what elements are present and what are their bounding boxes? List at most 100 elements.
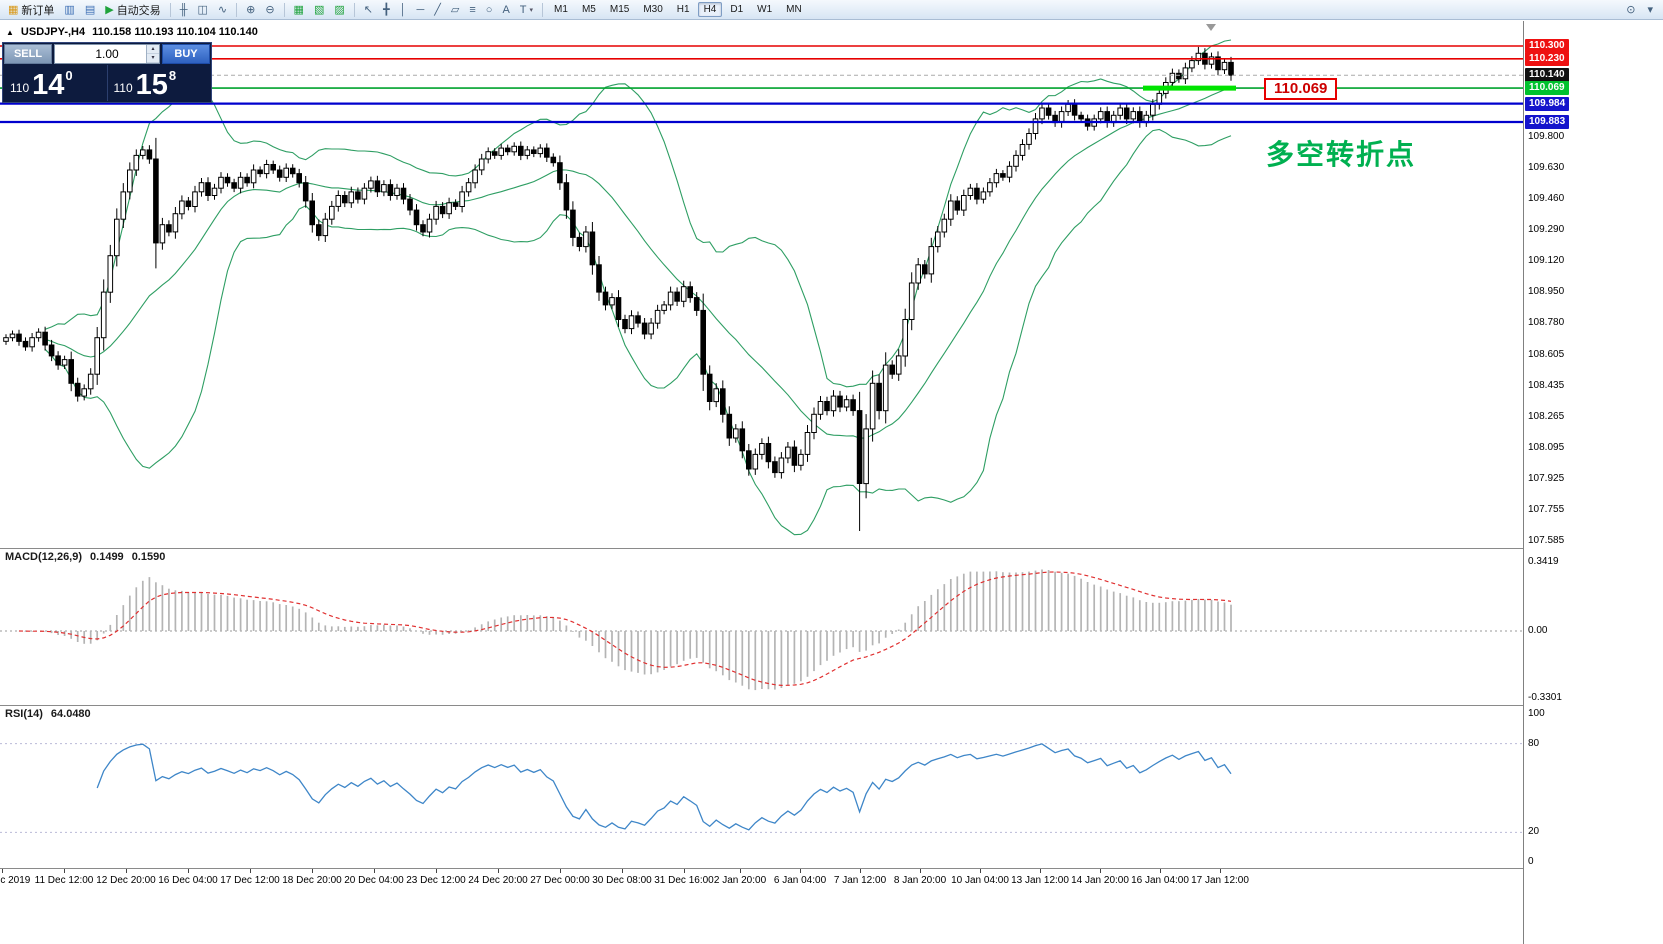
- price-axis-tick: 107.925: [1528, 473, 1565, 484]
- time-axis-label: 20 Dec 04:00: [344, 875, 404, 886]
- rsi-axis-tick: 0: [1528, 856, 1534, 867]
- macd-axis-tick: -0.3301: [1528, 692, 1562, 703]
- quick-search-icon: ⊙: [1626, 3, 1636, 16]
- volume-input[interactable]: 1.00 ▴ ▾: [54, 44, 160, 64]
- autotrading-button[interactable]: ▶ 自动交易: [100, 0, 165, 20]
- time-axis-tick: [1220, 869, 1221, 873]
- price-axis[interactable]: 109.800 109.630 109.460 109.290 109.120 108.9…: [1523, 21, 1663, 944]
- toolbar: ▦ 新订单 ▥ ▤ ▶ 自动交易 ╫ ◫ ∿ ⊕ ⊖ ▦ ▧ ▨ ↖ ╋ │ ─ ╱ ▱ ≡ ○ A T ▾ M1 M5 M15 M30…: [0, 0, 1663, 20]
- macd-indicator-pane[interactable]: [0, 549, 1523, 705]
- toolbar-separator: [236, 2, 238, 17]
- line-chart-type-icon: ∿: [217, 3, 228, 16]
- shapes-tool-icon[interactable]: ○: [481, 2, 498, 18]
- macd-value-main: 0.1499: [90, 551, 124, 563]
- rsi-indicator-pane[interactable]: [0, 706, 1523, 868]
- time-axis-label: 27 Dec 00:00: [530, 875, 590, 886]
- timeframe-mn-button[interactable]: MN: [786, 4, 802, 15]
- bar-chart-type-icon[interactable]: ╫: [175, 2, 193, 18]
- timeframe-h1-button[interactable]: H1: [676, 4, 690, 15]
- volume-down-icon[interactable]: ▾: [147, 54, 159, 63]
- toolbar-separator: [169, 2, 171, 17]
- market-watch-icon[interactable]: ▤: [80, 2, 100, 18]
- crosshair-tool-icon: ╋: [382, 3, 390, 16]
- time-axis-tick: [2, 869, 3, 873]
- toolbar-separator: [283, 2, 285, 17]
- zoom-out-icon[interactable]: ⊖: [260, 2, 279, 18]
- price-level-label[interactable]: 110.069: [1264, 78, 1338, 100]
- templates-icon[interactable]: ▨: [329, 2, 349, 18]
- time-axis-label: 18 Dec 20:00: [282, 875, 342, 886]
- price-axis-tick: 108.435: [1528, 380, 1565, 391]
- quick-search-icon[interactable]: ⊙: [1621, 2, 1640, 18]
- line-chart-type-icon[interactable]: ∿: [213, 2, 232, 18]
- time-axis-label: 11 Dec 12:00: [34, 875, 94, 886]
- chart-window-icon: ▥: [64, 3, 75, 16]
- pane-separator[interactable]: [0, 868, 1523, 869]
- trendline-tool-icon[interactable]: ╱: [429, 2, 446, 18]
- cursor-tool-icon[interactable]: ↖: [359, 2, 378, 18]
- time-axis-tick: [250, 869, 251, 873]
- vertical-line-tool-icon: │: [399, 3, 407, 16]
- macd-name: MACD(12,26,9): [5, 551, 83, 563]
- timeframe-m1-button[interactable]: M1: [554, 4, 568, 15]
- new-order-button[interactable]: ▦ 新订单: [3, 0, 59, 20]
- timeframe-h4-button[interactable]: H4: [697, 2, 723, 17]
- chart-annotation-text[interactable]: 多空转折点: [1266, 139, 1417, 170]
- vertical-line-tool-icon[interactable]: │: [395, 2, 412, 18]
- time-axis-tick: [740, 869, 741, 873]
- toolbar-right-buttons: ⊙ ▾: [1621, 2, 1663, 18]
- arrows-tool-icon[interactable]: T ▾: [515, 2, 538, 18]
- time-axis-label: 7 Jan 12:00: [833, 875, 887, 886]
- new-order-button-label: 新订单: [21, 4, 55, 17]
- timeframe-m15-button[interactable]: M15: [609, 4, 630, 15]
- toolbar-menu-icon[interactable]: ▾: [1642, 2, 1658, 18]
- price-axis-tag: 110.230: [1525, 52, 1569, 66]
- crosshair-tool-icon[interactable]: ╋: [378, 2, 395, 18]
- horizontal-line-tool-icon[interactable]: ─: [411, 2, 429, 18]
- zoom-in-icon[interactable]: ⊕: [241, 2, 260, 18]
- time-axis-tick: [374, 869, 375, 873]
- time-axis-tick: [684, 869, 685, 873]
- text-tool-icon[interactable]: A: [497, 2, 514, 18]
- ohlc-values: 110.158 110.193 110.104 110.140: [92, 26, 258, 38]
- time-axis-tick: [560, 869, 561, 873]
- sell-button[interactable]: SELL: [4, 44, 52, 64]
- buy-price[interactable]: 110 15 8: [108, 65, 211, 101]
- macd-axis-tick: 0.3419: [1528, 556, 1559, 567]
- trendline-tool-icon: ╱: [434, 3, 441, 16]
- time-axis-label: 13 Jan 12:00: [1011, 875, 1069, 886]
- time-axis-label: 12 Dec 20:00: [96, 875, 156, 886]
- channel-tool-icon[interactable]: ▱: [446, 2, 464, 18]
- symbol-marker-icon: ▲: [6, 27, 14, 37]
- price-axis-tag: 110.140: [1525, 68, 1569, 82]
- sell-price[interactable]: 110 14 0: [4, 65, 107, 101]
- time-axis-tick: [920, 869, 921, 873]
- rsi-axis-tick: 100: [1528, 708, 1545, 719]
- indicators-list-icon[interactable]: ▧: [309, 2, 329, 18]
- time-axis-tick: [126, 869, 127, 873]
- chart-window-icon[interactable]: ▥: [59, 2, 79, 18]
- time-axis-label: 14 Jan 20:00: [1071, 875, 1129, 886]
- timeframe-w1-button[interactable]: W1: [757, 4, 773, 15]
- macd-indicator-label: MACD(12,26,9) 0.1499 0.1590: [5, 551, 165, 563]
- buy-price-sup: 8: [168, 68, 177, 83]
- price-axis-tag: 110.300: [1525, 39, 1569, 53]
- fibonacci-tool-icon[interactable]: ≡: [464, 2, 480, 18]
- pane-separator[interactable]: [0, 705, 1523, 706]
- macd-axis-tick: 0.00: [1528, 625, 1548, 636]
- candlestick-chart-type-icon: ◫: [197, 3, 208, 16]
- tile-windows-icon[interactable]: ▦: [289, 2, 309, 18]
- pane-separator[interactable]: [0, 548, 1523, 549]
- time-axis-label: 23 Dec 12:00: [406, 875, 466, 886]
- volume-up-icon[interactable]: ▴: [147, 45, 159, 54]
- main-price-chart[interactable]: [0, 21, 1523, 548]
- time-axis-tick: [312, 869, 313, 873]
- price-axis-tick: 108.780: [1528, 317, 1565, 328]
- timeframe-m5-button[interactable]: M5: [581, 4, 596, 15]
- price-axis-tick: 109.120: [1528, 255, 1565, 266]
- buy-button[interactable]: BUY: [162, 44, 210, 64]
- timeframe-m30-button[interactable]: M30: [643, 4, 663, 15]
- timeframe-d1-button[interactable]: D1: [730, 4, 744, 15]
- candlestick-chart-type-icon[interactable]: ◫: [192, 2, 212, 18]
